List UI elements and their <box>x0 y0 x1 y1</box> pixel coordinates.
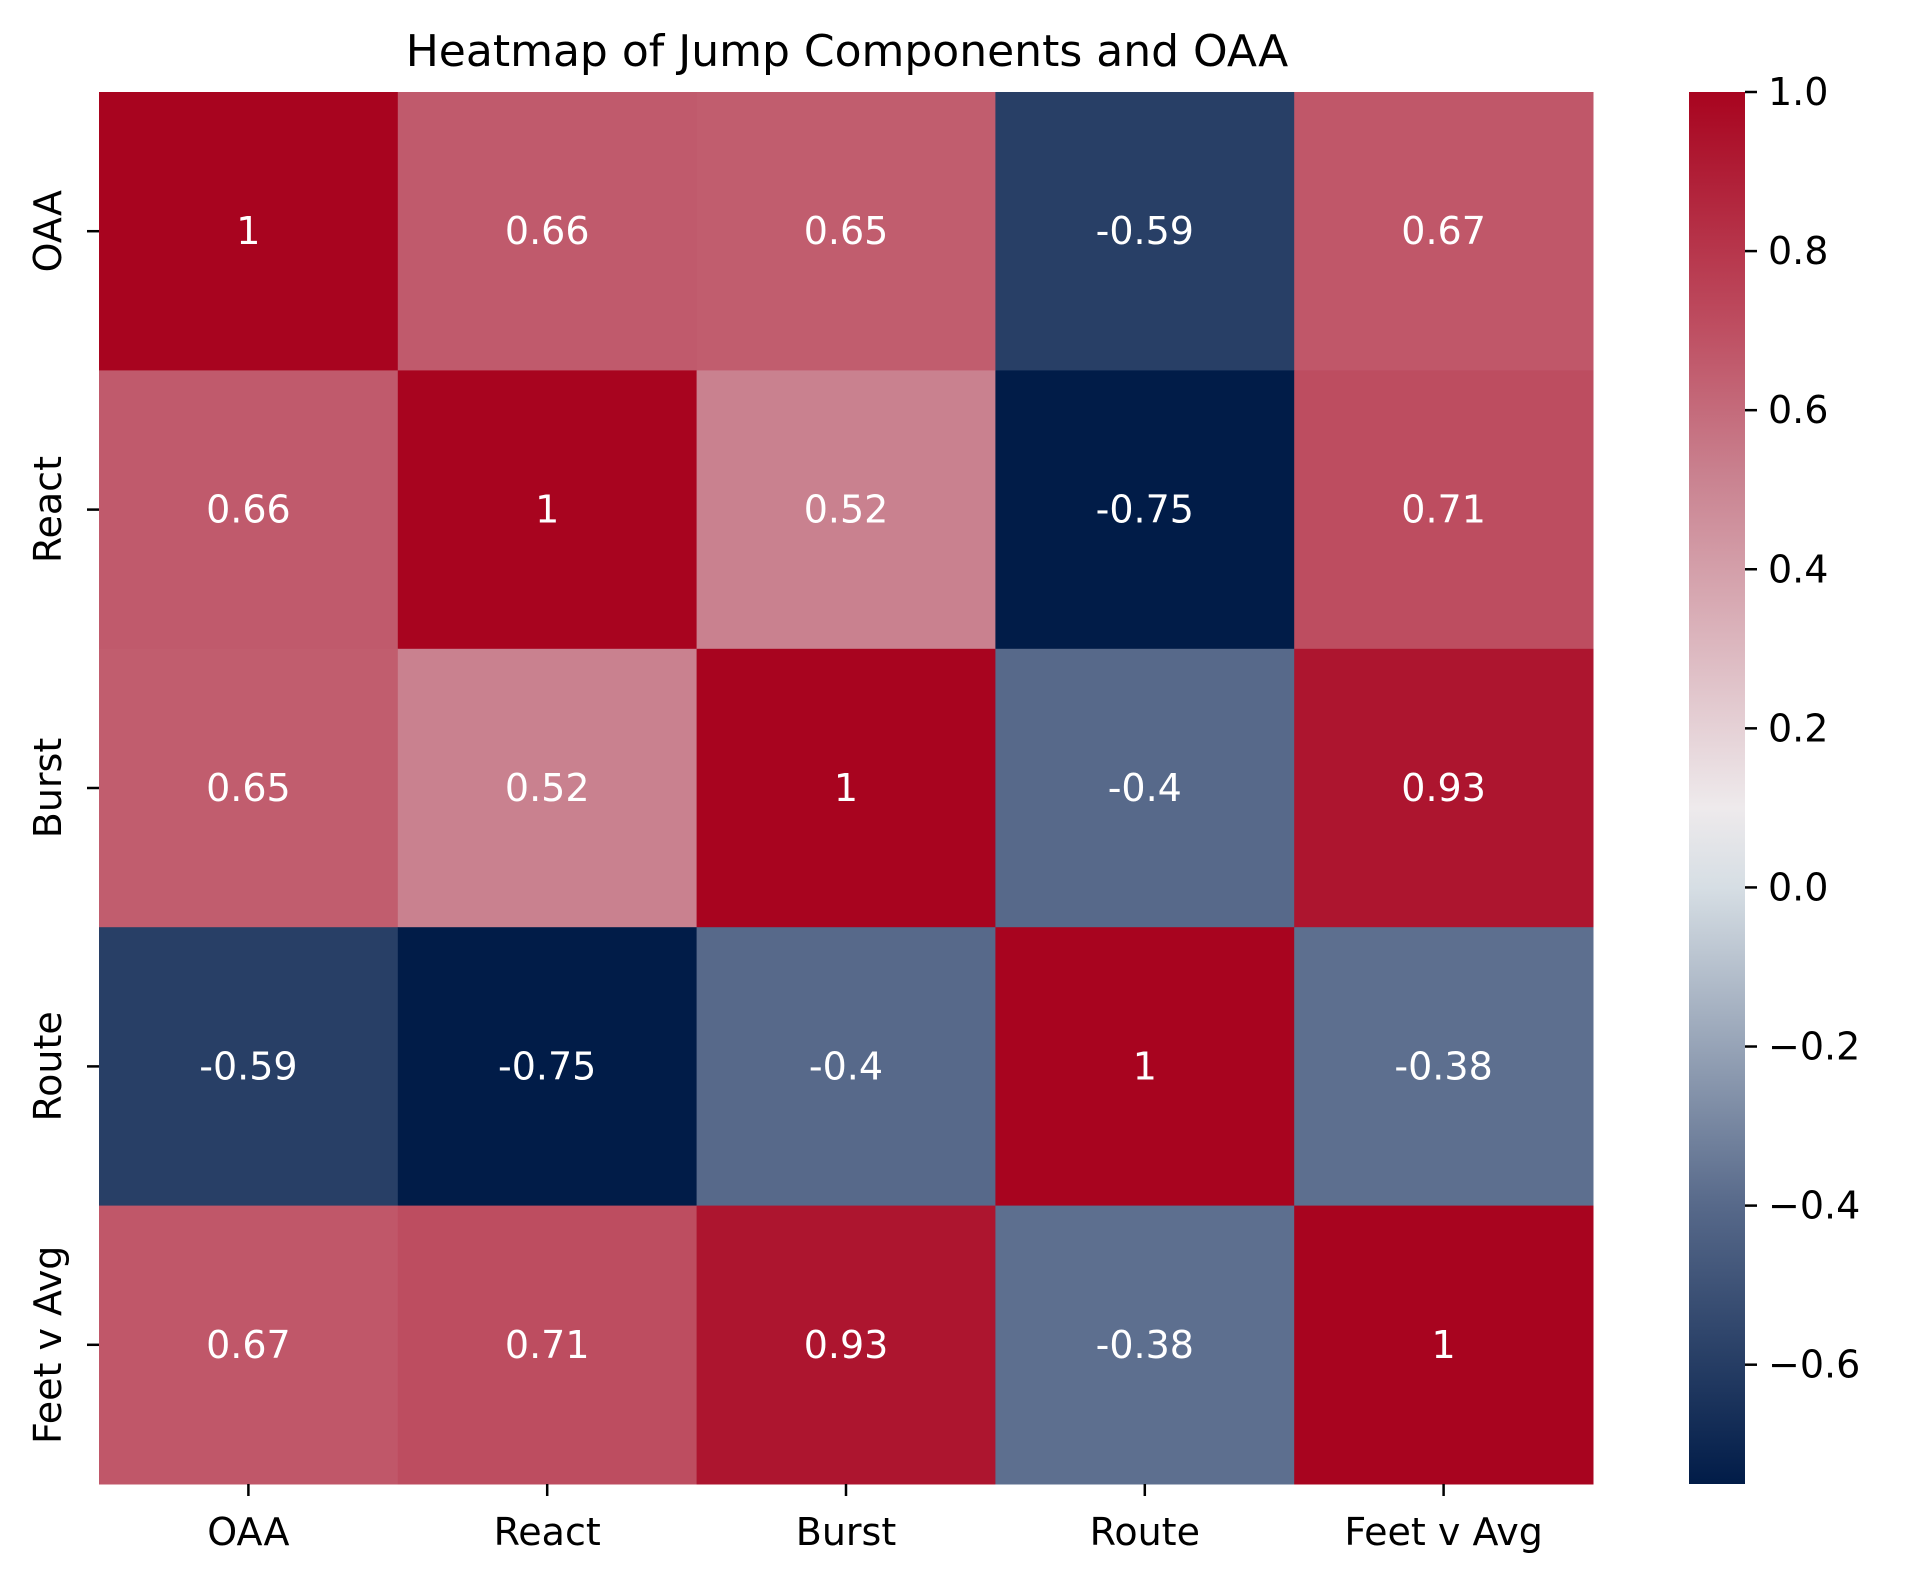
colorbar-tick-label: 0.2 <box>1768 706 1828 750</box>
cell-value-label-2-1: 0.52 <box>505 766 590 810</box>
colorbar-tick-label: 0.8 <box>1768 229 1828 273</box>
x-tick-label: OAA <box>207 1510 289 1554</box>
cell-value-label-2-0: 0.65 <box>206 766 291 810</box>
heatmap-cell-1-1 <box>397 370 698 650</box>
y-tick-label: OAA <box>26 190 70 272</box>
y-tick-label: Feet v Avg <box>26 1246 70 1444</box>
y-tick-label: React <box>26 456 70 563</box>
x-tick-label: Feet v Avg <box>1344 1510 1542 1554</box>
heatmap-cell-4-2 <box>696 1205 996 1485</box>
heatmap-cells <box>99 92 1594 1485</box>
heatmap-cell-0-0 <box>99 92 399 371</box>
cell-value-label-0-4: 0.67 <box>1401 209 1486 253</box>
cell-value-label-4-4: 1 <box>1432 1323 1456 1367</box>
cell-value-label-4-3: -0.38 <box>1096 1323 1194 1367</box>
colorbar-tick-label: 0.6 <box>1768 388 1828 432</box>
heatmap-cell-3-2 <box>696 927 996 1207</box>
cell-value-label-1-0: 0.66 <box>206 488 291 532</box>
heatmap-cell-3-0 <box>99 927 399 1207</box>
cell-value-label-1-2: 0.52 <box>804 488 889 532</box>
colorbar: 1.0 0.8 0.6 0.4 0.2 0.0 −0.2 −0.4 −0.6 <box>1689 70 1860 1484</box>
colorbar-tick-label: −0.6 <box>1768 1343 1860 1387</box>
cell-value-label-1-3: -0.75 <box>1096 488 1194 532</box>
heatmap-cell-labels: 1 0.66 0.65 -0.59 0.67 0.66 1 0.52 -0.75 0.71 0.65… <box>199 209 1493 1367</box>
cell-value-label-3-3: 1 <box>1133 1044 1157 1088</box>
cell-value-label-0-3: -0.59 <box>1096 209 1194 253</box>
heatmap-cell-3-4 <box>1294 927 1594 1207</box>
chart-title: Heatmap of Jump Components and OAA <box>406 26 1289 77</box>
colorbar-tick-label: 0.0 <box>1768 865 1828 909</box>
heatmap-cell-0-3 <box>995 92 1295 371</box>
heatmap-cell-1-3 <box>995 370 1295 650</box>
x-tick-label: Route <box>1090 1510 1200 1554</box>
heatmap-cell-2-3 <box>995 648 1295 928</box>
cell-value-label-4-1: 0.71 <box>505 1323 590 1367</box>
colorbar-tick-label: 1.0 <box>1768 70 1828 114</box>
heatmap-cell-3-1 <box>397 927 698 1207</box>
colorbar-tick-label: 0.4 <box>1768 547 1828 591</box>
colorbar-gradient <box>1689 92 1745 1484</box>
cell-value-label-4-2: 0.93 <box>804 1323 889 1367</box>
heatmap-cell-0-2 <box>696 92 996 371</box>
heatmap-cell-2-0 <box>99 648 399 928</box>
heatmap-cell-0-1 <box>397 92 698 371</box>
heatmap-cell-2-2 <box>696 648 996 928</box>
colorbar-tick-label: −0.2 <box>1768 1025 1860 1069</box>
cell-value-label-3-1: -0.75 <box>498 1044 596 1088</box>
heatmap-cell-4-3 <box>995 1205 1295 1485</box>
y-tick-label: Route <box>26 1011 70 1121</box>
cell-value-label-3-4: -0.38 <box>1394 1044 1492 1088</box>
cell-value-label-1-4: 0.71 <box>1401 488 1486 532</box>
x-tick-label: React <box>494 1510 601 1554</box>
heatmap-cell-1-4 <box>1294 370 1594 650</box>
x-tick-label: Burst <box>796 1510 896 1554</box>
heatmap-cell-4-0 <box>99 1205 399 1485</box>
cell-value-label-1-1: 1 <box>535 488 559 532</box>
heatmap-cell-2-4 <box>1294 648 1594 928</box>
cell-value-label-0-2: 0.65 <box>804 209 889 253</box>
cell-value-label-2-3: -0.4 <box>1108 766 1182 810</box>
cell-value-label-0-1: 0.66 <box>505 209 590 253</box>
heatmap-cell-3-3 <box>995 927 1295 1207</box>
heatmap-cell-4-4 <box>1294 1205 1594 1485</box>
cell-value-label-3-0: -0.59 <box>199 1044 297 1088</box>
colorbar-tick-label: −0.4 <box>1768 1184 1860 1228</box>
heatmap-cell-0-4 <box>1294 92 1594 371</box>
cell-value-label-3-2: -0.4 <box>809 1044 883 1088</box>
y-tick-label: Burst <box>26 738 70 838</box>
cell-value-label-0-0: 1 <box>236 209 260 253</box>
cell-value-label-2-4: 0.93 <box>1401 766 1486 810</box>
x-axis: OAA React Burst Route Feet v Avg <box>207 1484 1543 1554</box>
heatmap-cell-1-0 <box>99 370 399 650</box>
cell-value-label-4-0: 0.67 <box>206 1323 291 1367</box>
heatmap-cell-1-2 <box>696 370 996 650</box>
cell-value-label-2-2: 1 <box>834 766 858 810</box>
y-axis: OAA React Burst Route Feet v Avg <box>26 190 99 1444</box>
heatmap-cell-4-1 <box>397 1205 698 1485</box>
heatmap-cell-2-1 <box>397 648 698 928</box>
